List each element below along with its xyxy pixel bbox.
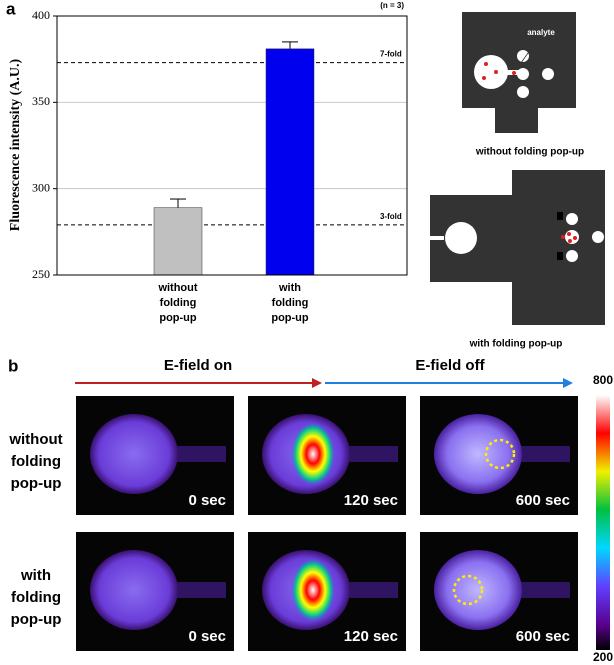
reference-label: 3-fold	[380, 212, 402, 221]
arrow-head	[312, 378, 322, 388]
time-label: 600 sec	[516, 628, 570, 645]
colorbar-label: 800	[593, 373, 613, 387]
reservoir	[434, 550, 522, 630]
hotspot	[291, 422, 335, 486]
y-axis-label: Fluorescence intensity (A.U.)	[8, 58, 23, 231]
hotspot	[291, 558, 335, 622]
panel-label: b	[8, 356, 18, 375]
diagram	[430, 12, 605, 325]
row-label: without folding pop-up	[8, 431, 62, 492]
caption: with folding pop-up	[469, 339, 563, 350]
bar	[153, 207, 203, 276]
images: without folding pop-up 0 sec 120 sec 600 sec w…	[8, 396, 578, 651]
colorbar	[596, 395, 610, 650]
time-label: 120 sec	[344, 492, 398, 509]
marker-circle	[484, 438, 516, 470]
colorbar-label: 200	[593, 650, 613, 664]
bar	[265, 48, 315, 276]
x-tick-label: with folding pop-up	[271, 282, 309, 324]
y-tick-label: 350	[32, 94, 50, 108]
caption: without folding pop-up	[475, 147, 584, 158]
reservoir	[434, 414, 522, 494]
annotation: analyte	[527, 28, 555, 37]
reservoir	[90, 550, 178, 630]
y-tick-label: 400	[32, 8, 50, 22]
axes-frame	[56, 15, 408, 276]
reference-label: 7-fold	[380, 50, 402, 59]
note: (n = 3)	[380, 1, 404, 10]
x-tick-label: without folding pop-up	[157, 282, 197, 324]
time-label: 600 sec	[516, 492, 570, 509]
time-label: 120 sec	[344, 628, 398, 645]
arrow-head	[563, 378, 573, 388]
marker-circle	[452, 574, 484, 606]
arrow-label: E-field off	[415, 357, 485, 374]
y-tick-label: 300	[32, 180, 50, 194]
y-tick-label: 250	[32, 267, 50, 281]
panel-label: a	[6, 0, 16, 18]
arrow-label: E-field on	[164, 357, 232, 374]
time-label: 0 sec	[188, 628, 226, 645]
time-label: 0 sec	[188, 492, 226, 509]
chart: 250 300 350 400 7-fold 3-fold without folding po…	[32, 8, 408, 324]
reservoir	[90, 414, 178, 494]
row-label: with folding pop-up	[11, 567, 62, 628]
